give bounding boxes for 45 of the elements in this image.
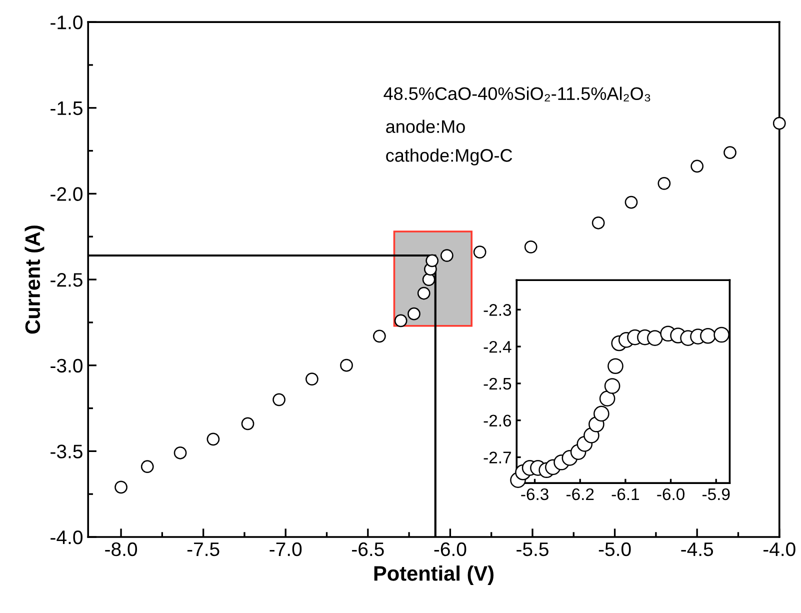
x-tick-label: -6.3 <box>521 488 548 500</box>
y-tick-label: -2.5 <box>484 378 512 390</box>
y-tick-label: -2.4 <box>484 340 512 353</box>
x-tick-label: -6.1 <box>612 488 639 500</box>
point <box>604 378 620 394</box>
x-tick-label: -6.0 <box>434 542 466 556</box>
y-tick-label: -1.5 <box>50 102 82 116</box>
point <box>394 314 408 328</box>
annotation: cathode:MgO-C <box>386 148 512 166</box>
x-tick-label: -8.0 <box>105 542 138 556</box>
point <box>608 358 624 374</box>
y-axis-title: Current (A) <box>24 226 44 334</box>
point <box>700 328 716 344</box>
point <box>440 249 454 262</box>
point <box>599 390 616 406</box>
x-tick-label: -7.5 <box>187 542 220 556</box>
y-tick-label: -2.6 <box>484 414 512 427</box>
point <box>426 254 439 268</box>
x-tick-label: -4.0 <box>763 542 796 556</box>
y-tick-label: -2.7 <box>484 452 511 464</box>
point <box>647 330 663 346</box>
x-tick-label: -5.0 <box>598 542 631 556</box>
y-tick-label: -1.0 <box>50 16 82 30</box>
y-tick-label: -2.3 <box>484 304 512 316</box>
x-tick-label: -6.0 <box>657 488 684 500</box>
annotation: 48.5%CaO-40%SiO₂-11.5%Al₂O₃ <box>384 86 650 102</box>
x-tick-label: -5.9 <box>702 488 730 500</box>
point <box>714 326 730 343</box>
annotation: anode:Mo <box>386 120 465 133</box>
point <box>417 286 430 300</box>
y-tick-label: -2.0 <box>50 187 82 201</box>
x-tick-label: -5.5 <box>516 542 548 556</box>
x-tick-label: -7.0 <box>270 542 302 556</box>
x-tick-label: -6.2 <box>566 488 594 500</box>
point <box>594 406 610 422</box>
y-tick-label: -4.0 <box>50 530 82 544</box>
point <box>422 273 436 286</box>
x-axis-title: Potential (V) <box>374 566 494 585</box>
point <box>772 116 786 130</box>
x-tick-label: -4.5 <box>681 542 714 556</box>
y-tick-label: -3.0 <box>50 358 82 373</box>
point <box>408 307 420 320</box>
x-tick-label: -6.5 <box>352 542 384 556</box>
y-tick-label: -2.5 <box>50 272 82 287</box>
y-tick-label: -3.5 <box>50 444 82 458</box>
